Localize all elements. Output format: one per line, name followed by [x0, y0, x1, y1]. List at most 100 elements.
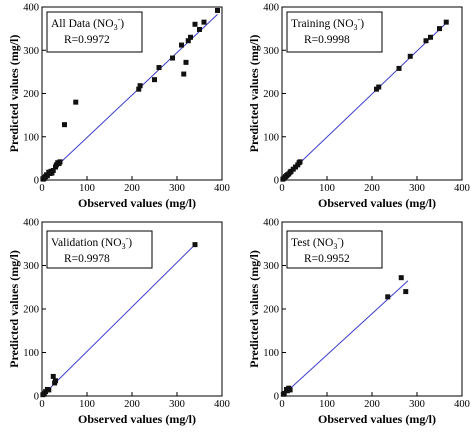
x-axis-title: Observed values (mg/l) — [318, 412, 436, 426]
x-tick-label: 200 — [364, 399, 380, 410]
y-tick-label: 100 — [23, 348, 39, 359]
legend-box — [286, 230, 383, 269]
legend-r-value: R=0.9978 — [64, 253, 110, 265]
y-tick-label: 100 — [263, 132, 279, 143]
data-point — [188, 34, 193, 40]
chart-panel-3: 0 100 200 300 400 0 100 200 300 400 Observed value… — [7, 218, 230, 427]
data-point — [46, 387, 52, 393]
x-tick-label: 200 — [124, 183, 140, 194]
data-point — [50, 167, 56, 173]
x-tick-label: 0 — [39, 399, 44, 410]
y-tick-label: 0 — [34, 392, 39, 403]
x-tick-label: 100 — [319, 183, 335, 194]
x-tick-label: 200 — [124, 399, 140, 410]
y-tick-label: 200 — [23, 89, 39, 100]
legend-box — [46, 230, 153, 269]
data-point — [57, 159, 63, 165]
x-tick-label: 0 — [279, 399, 284, 410]
data-point — [73, 99, 79, 105]
y-tick-label: 400 — [263, 3, 279, 14]
data-point — [376, 84, 382, 90]
data-point — [287, 387, 293, 393]
y-tick-label: 300 — [263, 46, 279, 57]
data-point — [385, 294, 391, 300]
data-point — [137, 83, 143, 89]
x-tick-label: 100 — [319, 399, 335, 410]
y-tick-label: 400 — [23, 3, 39, 14]
y-tick-label: 200 — [23, 305, 39, 316]
y-axis-title: Predicted values (mg/l) — [247, 250, 261, 368]
chart-panel-2: 0 100 200 300 400 0 100 200 300 400 Observed value… — [247, 3, 470, 211]
x-tick-label: 300 — [169, 399, 185, 410]
y-tick-label: 300 — [263, 261, 279, 272]
x-tick-label: 400 — [214, 183, 230, 194]
data-point — [50, 373, 56, 379]
data-point — [49, 170, 55, 176]
data-point — [181, 71, 187, 77]
data-point — [284, 388, 290, 394]
x-tick-label: 300 — [169, 183, 185, 194]
y-tick-label: 0 — [274, 176, 279, 187]
y-tick-label: 400 — [263, 218, 279, 229]
x-tick-label: 200 — [364, 183, 380, 194]
data-point — [44, 173, 50, 179]
x-tick-label: 300 — [409, 399, 425, 410]
fit-line — [281, 280, 409, 397]
x-axis-title: Observed values (mg/l) — [78, 412, 196, 426]
x-tick-label: 300 — [409, 183, 425, 194]
legend-r-value: R=0.9972 — [64, 34, 110, 46]
x-tick-label: 400 — [214, 399, 230, 410]
data-point — [398, 275, 404, 281]
data-point — [136, 86, 142, 92]
legend-box — [286, 11, 383, 53]
y-tick-label: 300 — [23, 261, 39, 272]
data-point — [443, 19, 449, 25]
x-axis-title: Observed values (mg/l) — [78, 196, 196, 210]
data-point — [192, 21, 198, 27]
data-point — [152, 77, 157, 83]
data-point — [156, 65, 162, 71]
data-point — [179, 42, 184, 48]
y-axis-title: Predicted values (mg/l) — [7, 250, 21, 368]
x-tick-label: 0 — [39, 183, 44, 194]
data-point — [185, 38, 191, 44]
y-tick-label: 300 — [23, 46, 39, 57]
y-tick-label: 100 — [23, 132, 39, 143]
x-tick-label: 400 — [454, 399, 470, 410]
data-point — [403, 289, 409, 295]
legend-label: All Data (NO3-) — [51, 15, 124, 32]
data-point — [423, 38, 429, 44]
data-point — [201, 19, 207, 25]
legend-r-value: R=0.9998 — [304, 34, 350, 46]
data-point — [407, 53, 413, 59]
data-point — [183, 59, 189, 65]
data-point — [170, 55, 175, 61]
fit-line — [281, 20, 449, 181]
data-point — [281, 390, 287, 396]
chart-panel-1: 0 100 200 300 400 0 100 200 300 400 Observed value… — [7, 3, 230, 211]
legend-label: Test (NO3-) — [291, 234, 344, 251]
legend-r-value: R=0.9952 — [304, 253, 350, 265]
x-tick-label: 100 — [79, 183, 95, 194]
x-tick-label: 100 — [79, 399, 95, 410]
y-axis-title: Predicted values (mg/l) — [7, 35, 21, 153]
y-tick-label: 100 — [263, 348, 279, 359]
data-point — [62, 122, 67, 128]
data-point — [297, 159, 303, 165]
y-tick-label: 200 — [263, 305, 279, 316]
x-axis-title: Observed values (mg/l) — [318, 196, 436, 210]
data-point — [437, 26, 442, 32]
legend-label: Validation (NO3-) — [51, 234, 132, 251]
data-point — [396, 65, 402, 71]
data-point — [215, 7, 220, 13]
y-tick-label: 400 — [23, 218, 39, 229]
data-point — [192, 242, 198, 248]
x-tick-label: 0 — [279, 183, 284, 194]
legend-box — [46, 11, 143, 53]
y-tick-label: 200 — [263, 89, 279, 100]
x-tick-label: 400 — [454, 183, 470, 194]
data-point — [428, 34, 433, 40]
y-tick-label: 0 — [34, 176, 39, 187]
fit-line — [41, 244, 196, 397]
